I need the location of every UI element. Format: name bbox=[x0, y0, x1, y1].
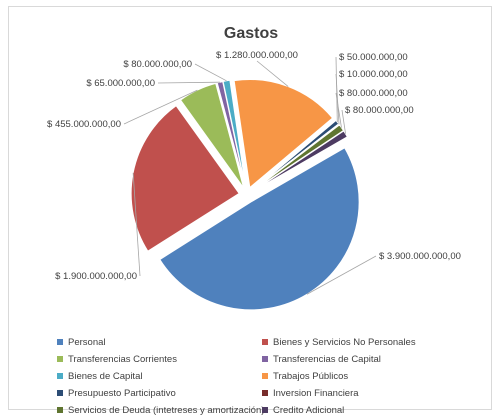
pie-slice-1 bbox=[159, 147, 360, 311]
legend-label: Inversion Financiera bbox=[273, 387, 359, 399]
pie-slice-3 bbox=[179, 82, 245, 189]
data-label-10: $ 80.000.000,00 bbox=[345, 105, 414, 116]
legend-label: Transferencias Corrientes bbox=[68, 353, 177, 365]
data-label-9: $ 80.000.000,00 bbox=[339, 88, 408, 99]
legend-swatch bbox=[57, 373, 63, 379]
legend-swatch bbox=[262, 373, 268, 379]
leader-line-9 bbox=[335, 92, 342, 128]
legend-item: Bienes y Servicios No Personales bbox=[262, 334, 462, 350]
pie-slice-6 bbox=[233, 79, 334, 189]
legend-label: Bienes y Servicios No Personales bbox=[273, 336, 416, 348]
legend-label: Personal bbox=[68, 336, 106, 348]
legend-item: Inversion Financiera bbox=[262, 385, 462, 401]
chart-legend: Personal Bienes y Servicios No Personales… bbox=[57, 334, 487, 418]
legend-item: Personal bbox=[57, 334, 262, 350]
pie-slice-10 bbox=[253, 130, 349, 192]
legend-swatch bbox=[57, 390, 63, 396]
legend-swatch bbox=[57, 356, 63, 362]
data-label-4: $ 65.000.000,00 bbox=[86, 78, 155, 89]
leader-line-3 bbox=[123, 89, 198, 125]
leader-line-4 bbox=[157, 81, 220, 84]
chart-frame: Gastos $ 3.900.000.000,00 $ 1.900.000.000… bbox=[8, 6, 492, 416]
leader-line-10 bbox=[341, 109, 346, 134]
legend-item: Servicios de Deuda (intetreses y amortiz… bbox=[57, 402, 265, 418]
legend-swatch bbox=[262, 356, 268, 362]
legend-swatch bbox=[262, 339, 268, 345]
data-label-7: $ 50.000.000,00 bbox=[339, 52, 408, 63]
legend-label: Presupuesto Participativo bbox=[68, 387, 176, 399]
data-label-5: $ 80.000.000,00 bbox=[123, 59, 192, 70]
data-label-8: $ 10.000.000,00 bbox=[339, 69, 408, 80]
leader-line-1 bbox=[306, 255, 377, 295]
legend-label: Transferencias de Capital bbox=[273, 353, 381, 365]
legend-swatch bbox=[262, 390, 268, 396]
pie-chart: $ 3.900.000.000,00 $ 1.900.000.000,00 $ 45… bbox=[47, 50, 461, 311]
pie-slice-9 bbox=[253, 124, 345, 191]
legend-item: Trabajos Públicos bbox=[262, 368, 462, 384]
legend-label: Bienes de Capital bbox=[68, 370, 143, 382]
legend-label: Credito Adicional bbox=[273, 404, 345, 416]
leader-line-6 bbox=[256, 60, 289, 87]
leader-line-2 bbox=[132, 172, 141, 277]
data-label-1: $ 3.900.000.000,00 bbox=[379, 251, 461, 262]
legend-label: Trabajos Públicos bbox=[273, 370, 349, 382]
legend-item: Credito Adicional bbox=[262, 402, 462, 418]
legend-item: Presupuesto Participativo bbox=[57, 385, 262, 401]
legend-swatch bbox=[262, 407, 268, 413]
leader-line-5 bbox=[194, 63, 227, 82]
data-label-6: $ 1.280.000.000,00 bbox=[216, 50, 298, 61]
data-label-2: $ 1.900.000.000,00 bbox=[55, 271, 137, 282]
legend-swatch bbox=[57, 407, 63, 413]
legend-item: Transferencias Corrientes bbox=[57, 351, 262, 367]
legend-label: Servicios de Deuda (intetreses y amortiz… bbox=[68, 404, 265, 416]
leader-line-8 bbox=[335, 73, 340, 125]
chart-title: Gastos bbox=[223, 25, 279, 42]
data-label-3: $ 455.000.000,00 bbox=[47, 119, 121, 130]
legend-item: Transferencias de Capital bbox=[262, 351, 462, 367]
legend-swatch bbox=[57, 339, 63, 345]
legend-item: Bienes de Capital bbox=[57, 368, 262, 384]
